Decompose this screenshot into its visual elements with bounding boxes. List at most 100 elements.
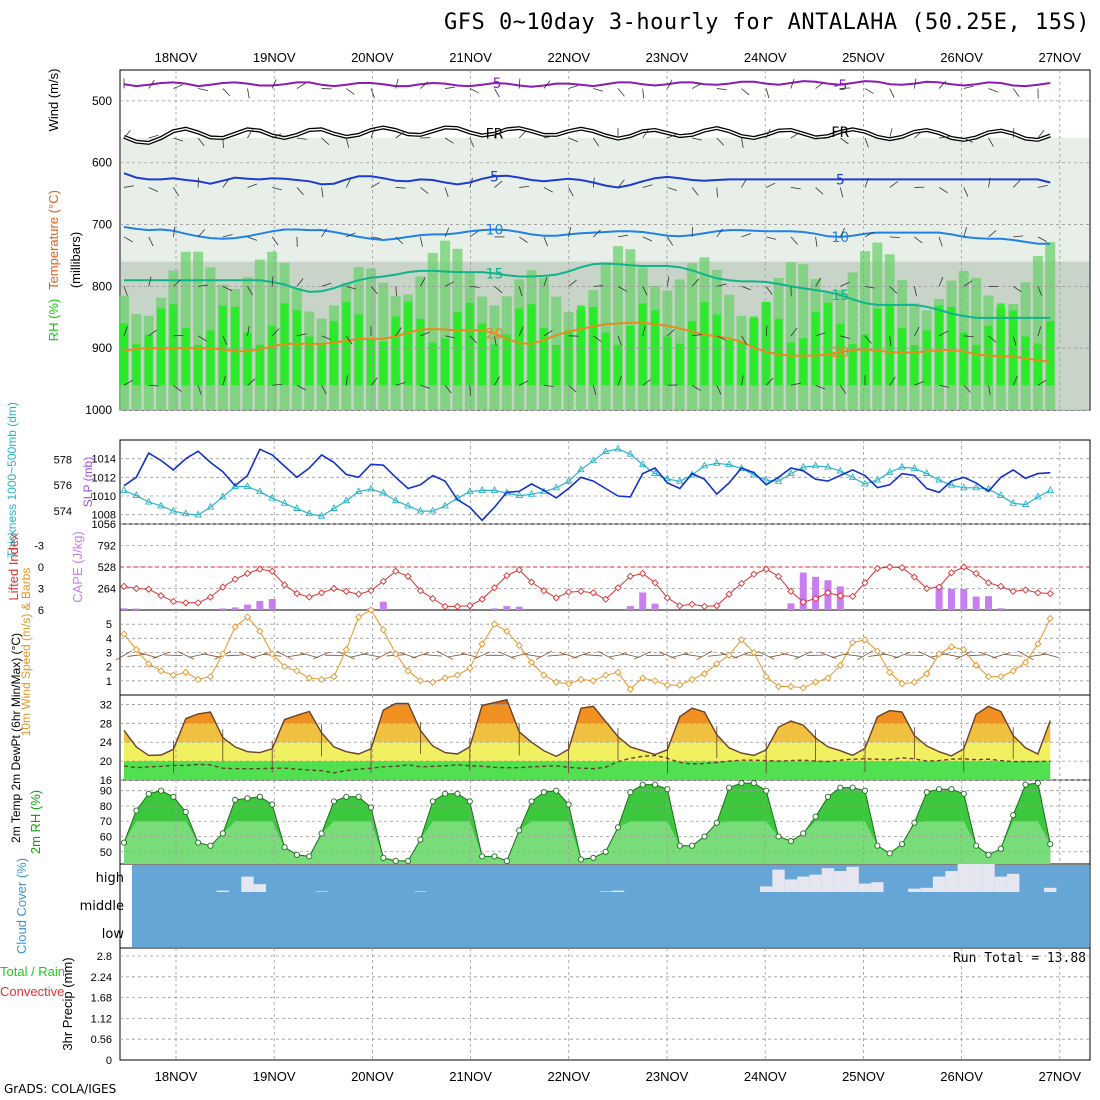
- wind-barb: [963, 137, 973, 143]
- wind-speed-marker: [676, 681, 684, 689]
- rh2m-marker: [330, 798, 338, 805]
- wind-speed-marker: [984, 672, 993, 681]
- wind-barb: [642, 129, 649, 139]
- wind-barb: [667, 276, 670, 287]
- bottom-date-label: 25NOV: [842, 1069, 885, 1084]
- cape-tick-label: 792: [98, 541, 116, 553]
- wind-speed-marker: [441, 674, 449, 682]
- thickness-marker: [836, 466, 845, 474]
- wind-barb: [420, 236, 423, 247]
- rh-column-95: [663, 336, 672, 386]
- wind-barb: [840, 87, 851, 89]
- wind-barb: [692, 137, 702, 141]
- rh2m-marker: [479, 853, 486, 860]
- lifted-index-marker: [910, 573, 919, 581]
- lifted-index-marker: [972, 569, 980, 578]
- wind-barb: [321, 335, 332, 340]
- wind-barb: [1037, 184, 1048, 188]
- precip-tick-label: 2.8: [97, 951, 112, 963]
- lifted-index-marker: [305, 593, 313, 601]
- bottom-date-label: 19NOV: [253, 1069, 296, 1084]
- lifted-index-marker: [602, 595, 610, 603]
- thickness-marker: [305, 509, 314, 517]
- wind-barb: [543, 276, 548, 287]
- wind-barb: [395, 78, 399, 89]
- lifted-index-marker: [564, 588, 573, 596]
- cloud-cover-bar: [216, 890, 229, 892]
- cloud-cover-bar: [969, 864, 983, 892]
- wind-speed-marker: [811, 678, 820, 686]
- rh2m-marker: [170, 793, 177, 800]
- wind-barb: [617, 335, 622, 346]
- wind-speed-marker: [280, 663, 289, 671]
- wind-barb: [370, 286, 378, 295]
- top-date-label: 22NOV: [547, 50, 590, 65]
- thickness-marker: [663, 474, 672, 482]
- wind-speed-marker: [478, 640, 486, 648]
- surface-wind-barb: [683, 653, 702, 657]
- wind-speed-marker: [1034, 640, 1042, 648]
- rh2m-marker: [207, 842, 214, 849]
- cape-bar: [268, 599, 276, 610]
- wind-barb: [469, 285, 480, 288]
- lifted-index-marker: [490, 584, 499, 592]
- wind-tick-label: 4: [106, 633, 112, 645]
- cloud-cover-bar: [932, 876, 946, 892]
- wind-barb: [716, 335, 726, 341]
- pressure-tick-label: 900: [92, 341, 112, 355]
- top-date-label: 18NOV: [155, 50, 198, 65]
- wind-barb: [864, 88, 874, 94]
- wind-barb: [345, 178, 352, 188]
- surface-wind-barb: [670, 652, 689, 659]
- thickness-marker: [675, 476, 684, 484]
- rh2m-marker: [442, 790, 449, 797]
- rh-column-95: [1033, 343, 1042, 386]
- rh-column-95: [922, 330, 931, 386]
- lifted-index-marker: [873, 564, 881, 573]
- wind-barb: [938, 236, 943, 247]
- wind-barb: [518, 236, 528, 243]
- thickness-marker: [243, 482, 252, 489]
- thickness-marker: [799, 462, 808, 470]
- rh-column-95: [947, 306, 956, 386]
- wind-barb: [790, 327, 798, 337]
- wind-barb: [988, 230, 997, 238]
- wind-speed-marker: [552, 678, 560, 686]
- cloud-cover-bar: [1007, 873, 1020, 892]
- wind-barb: [568, 227, 572, 237]
- surface-wind-barb: [621, 652, 640, 658]
- wind-speed-marker: [256, 627, 264, 635]
- wind-barb: [988, 177, 991, 188]
- cape-tick-label: 528: [98, 562, 116, 574]
- lifted-index-marker: [379, 577, 387, 585]
- wind-speed-marker: [947, 643, 956, 651]
- rh-column-95: [120, 323, 128, 386]
- wind-barb: [1012, 375, 1018, 386]
- cloud-row-label: middle: [80, 899, 124, 914]
- slp-tick-label: 1010: [92, 491, 116, 503]
- lifted-index-marker: [194, 599, 202, 607]
- surface-wind-barb: [337, 651, 355, 660]
- thickness-marker: [1009, 498, 1017, 506]
- thickness-marker: [515, 491, 523, 499]
- lifted-index-marker: [774, 572, 783, 580]
- lifted-index-marker: [725, 590, 733, 598]
- rh2m-marker: [812, 813, 819, 820]
- wind-barb: [1037, 129, 1045, 139]
- wind-barb: [914, 78, 917, 89]
- thickness-marker: [231, 482, 239, 489]
- wind-barb: [395, 382, 406, 386]
- cloud-cover-bar: [414, 891, 427, 892]
- wind-barb: [148, 384, 159, 387]
- cloud-cover-bar: [982, 864, 995, 892]
- thickness-marker: [638, 460, 647, 468]
- wind-barb: [271, 276, 274, 287]
- cloud-cover-bar: [241, 876, 254, 892]
- wind-barb: [1012, 179, 1021, 188]
- isotherm-label: FR: [486, 127, 504, 143]
- lifted-index-marker: [947, 569, 956, 577]
- wind-speed-marker: [268, 650, 276, 658]
- thickness-marker: [157, 501, 165, 509]
- wind-barb: [691, 278, 700, 287]
